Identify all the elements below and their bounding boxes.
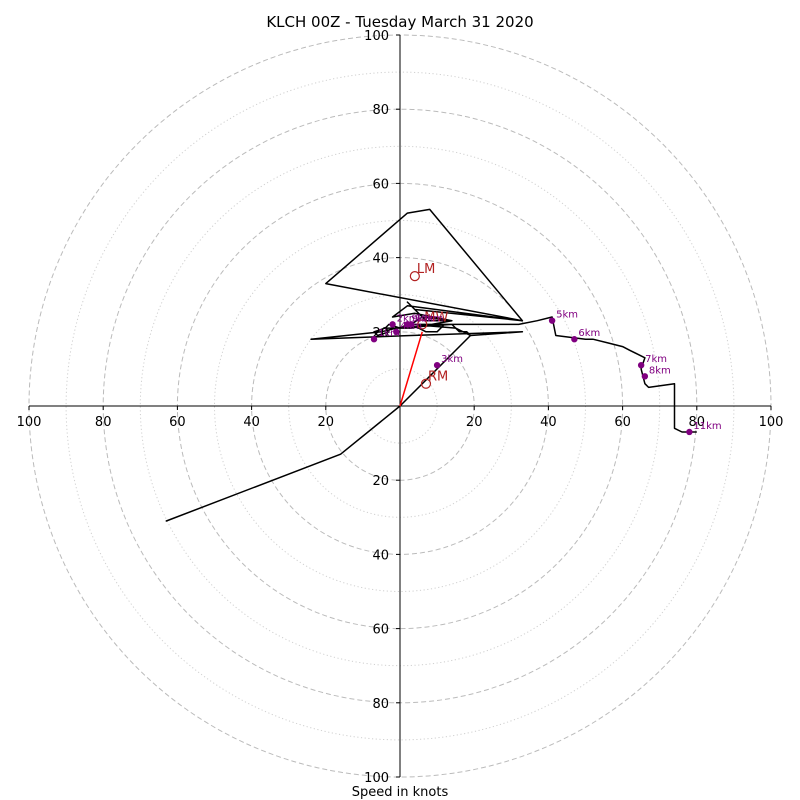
x-tick-label-left: 40 [243,415,260,430]
y-tick-label-bottom: 20 [372,474,389,489]
height-marker-label: 2km [397,313,419,324]
x-tick-label-right: 40 [540,415,557,430]
y-tick-label-top: 40 [372,252,389,267]
height-marker-label: 3km [441,354,463,365]
storm-motion-label: LM [417,262,435,277]
chart-title: KLCH 00Z - Tuesday March 31 2020 [266,13,533,31]
storm-motion-vector [399,331,423,407]
height-marker-label: 6km [578,328,600,339]
markers: LMRMMW1km2km3km4km5km6km7km8km9km10km11k… [370,262,722,436]
storm-motion-label: RM [428,370,448,385]
hodograph-trace [165,208,697,522]
height-marker [370,336,378,343]
x-tick-label-right: 20 [466,415,483,430]
height-marker-label: 5km [556,310,578,321]
storm-motion-marker [417,319,428,330]
y-tick-label-top: 60 [372,177,389,192]
y-tick-label-bottom: 100 [364,771,389,786]
height-marker [393,328,400,335]
x-tick-label-left: 20 [318,415,335,430]
x-tick-label-left: 80 [95,415,112,430]
x-tick-label-right: 60 [614,415,631,430]
x-tick-label-right: 80 [689,415,706,430]
y-tick-label-top: 100 [364,29,389,44]
y-tick-label-top: 80 [372,103,389,118]
height-marker-label: 11km [693,421,721,432]
y-tick-label-bottom: 60 [372,623,389,638]
height-marker [548,317,556,324]
height-marker-label: 7km [645,354,667,365]
height-marker [571,336,578,343]
height-marker [433,361,441,369]
height-marker [407,321,415,328]
height-marker [686,428,693,436]
storm-motion-marker [420,378,432,389]
x-axis-label: Speed in knots [352,785,449,800]
x-tick-label-left: 60 [169,415,186,430]
height-marker [641,373,649,380]
y-tick-label-bottom: 40 [372,548,389,563]
storm-motion-label: MW [424,310,448,325]
height-marker-label: 8km [649,365,671,376]
y-tick-label-bottom: 80 [372,697,389,712]
x-tick-label-right: 100 [759,415,784,430]
series [165,208,697,522]
height-marker-label: 1km [378,328,400,339]
x-tick-label-left: 100 [17,415,42,430]
height-marker-label: 9km [411,313,433,324]
storm-motion-marker [409,271,420,282]
height-marker [637,361,645,369]
height-marker [389,321,396,328]
height-marker-label: 10km [415,313,443,324]
